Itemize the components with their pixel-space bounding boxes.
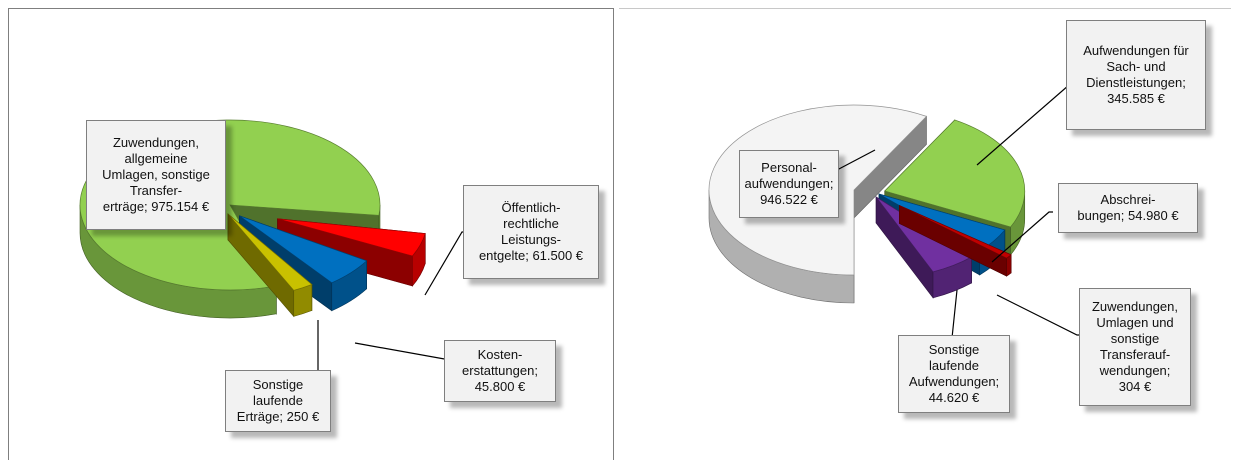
chart-left-left-border xyxy=(8,8,9,460)
label-right-transferaufwendungen-text: Zuwendungen, Umlagen und sonstige Transf… xyxy=(1091,299,1178,394)
leader-left-leistungsentgelte xyxy=(424,231,466,296)
leader-right-sach-dienst xyxy=(976,84,1073,166)
label-right-personal: Personal- aufwendungen; 946.522 € xyxy=(739,150,839,218)
label-right-sach-dienst-text: Aufwendungen für Sach- und Dienstleistun… xyxy=(1083,43,1189,106)
label-right-transferaufwendungen: Zuwendungen, Umlagen und sonstige Transf… xyxy=(1079,288,1191,406)
label-left-kostenerstattungen: Kosten- erstattungen; 45.800 € xyxy=(444,340,556,402)
leader-right-personal xyxy=(836,149,876,171)
chart-left-panel: Zuwendungen, allgemeine Umlagen, sonstig… xyxy=(8,8,614,460)
label-right-abschreibungen: Abschrei- bungen; 54.980 € xyxy=(1058,183,1198,233)
label-left-leistungsentgelte: Öffentlich- rechtliche Leistungs- entgel… xyxy=(463,185,599,279)
label-right-sonstige-aufwendungen: Sonstige laufende Aufwendungen; 44.620 € xyxy=(898,335,1010,413)
leader-right-abschreibungen xyxy=(991,211,1053,263)
label-left-sonstige-ertraege: Sonstige laufende Erträge; 250 € xyxy=(225,370,331,432)
leader-right-transferaufwendungen xyxy=(996,294,1081,336)
label-left-sonstige-ertraege-text: Sonstige laufende Erträge; 250 € xyxy=(236,377,320,424)
label-right-sonstige-aufwendungen-text: Sonstige laufende Aufwendungen; 44.620 € xyxy=(908,342,1000,405)
label-right-personal-text: Personal- aufwendungen; 946.522 € xyxy=(744,160,834,207)
label-right-abschreibungen-text: Abschrei- bungen; 54.980 € xyxy=(1077,192,1179,223)
leader-left-kostenerstattungen xyxy=(354,342,452,361)
pie-left-slice-sonstige-ertraege xyxy=(227,213,313,318)
chart-left-right-border xyxy=(613,8,614,460)
leader-right-sonstige-aufwendungen xyxy=(951,289,958,339)
chart-left-top-border xyxy=(8,8,614,9)
chart-right-panel: Personal- aufwendungen; 946.522 € Aufwend… xyxy=(617,0,1233,460)
label-left-leistungsentgelte-text: Öffentlich- rechtliche Leistungs- entgel… xyxy=(478,200,584,263)
label-left-zuwendungen-text: Zuwendungen, allgemeine Umlagen, sonstig… xyxy=(102,135,210,214)
pie-right-slice-transferaufwendungen xyxy=(899,204,1012,277)
label-left-kostenerstattungen-text: Kosten- erstattungen; 45.800 € xyxy=(462,347,538,394)
chart-right-top-border xyxy=(619,8,1231,9)
label-left-zuwendungen: Zuwendungen, allgemeine Umlagen, sonstig… xyxy=(86,120,226,230)
label-right-sach-dienst: Aufwendungen für Sach- und Dienstleistun… xyxy=(1066,20,1206,130)
